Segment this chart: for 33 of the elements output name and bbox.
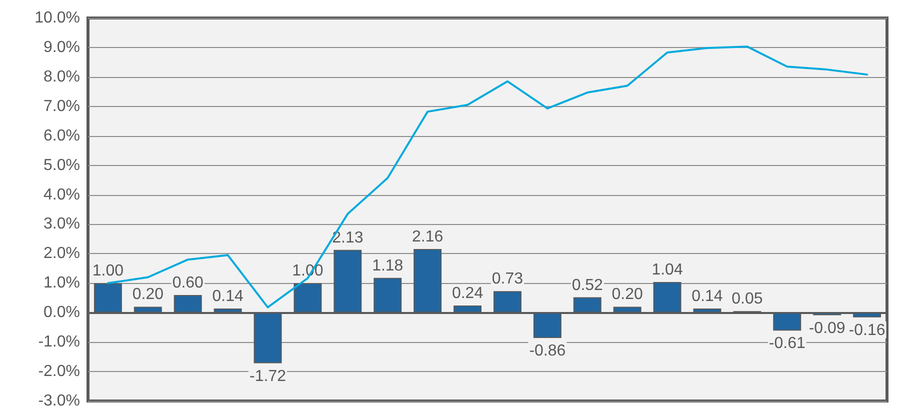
data-label: 1.18 <box>372 257 404 274</box>
data-label: 0.60 <box>172 274 204 292</box>
y-tick-label: -3.0% <box>38 392 80 409</box>
y-tick-label: 9.0% <box>44 38 80 56</box>
data-label: 0.73 <box>492 270 524 288</box>
y-tick-label: 6.0% <box>44 127 80 144</box>
y-tick-label: 3.0% <box>44 216 80 233</box>
y-tick-label: 0.0% <box>44 304 80 322</box>
y-tick-label: 7.0% <box>44 98 80 115</box>
data-label: 0.24 <box>452 285 484 302</box>
data-label: 0.14 <box>692 288 723 305</box>
data-label: -0.16 <box>848 322 886 339</box>
y-tick-label: 10.0% <box>34 10 80 26</box>
y-tick-label: 2.0% <box>44 245 80 262</box>
data-label: 1.04 <box>652 261 683 278</box>
y-tick-label: -2.0% <box>38 363 80 380</box>
data-label: -0.09 <box>808 320 846 337</box>
y-tick-label: 8.0% <box>44 68 80 86</box>
data-label: 2.16 <box>412 228 444 246</box>
y-tick-label: 5.0% <box>44 156 80 174</box>
data-label: 0.20 <box>132 286 164 304</box>
data-label: -0.61 <box>768 335 806 352</box>
data-label: 0.05 <box>732 290 763 308</box>
data-label: 0.52 <box>572 276 604 294</box>
y-tick-label: 4.0% <box>44 186 80 204</box>
y-tick-label: 1.0% <box>44 274 80 292</box>
data-label: 2.13 <box>332 229 364 246</box>
y-tick-label: -1.0% <box>38 334 80 351</box>
data-label: 0.20 <box>612 286 643 304</box>
data-label: 1.00 <box>92 262 124 280</box>
data-label: -0.86 <box>529 342 566 360</box>
data-label: -1.72 <box>250 368 286 385</box>
data-label: 0.14 <box>212 288 244 305</box>
